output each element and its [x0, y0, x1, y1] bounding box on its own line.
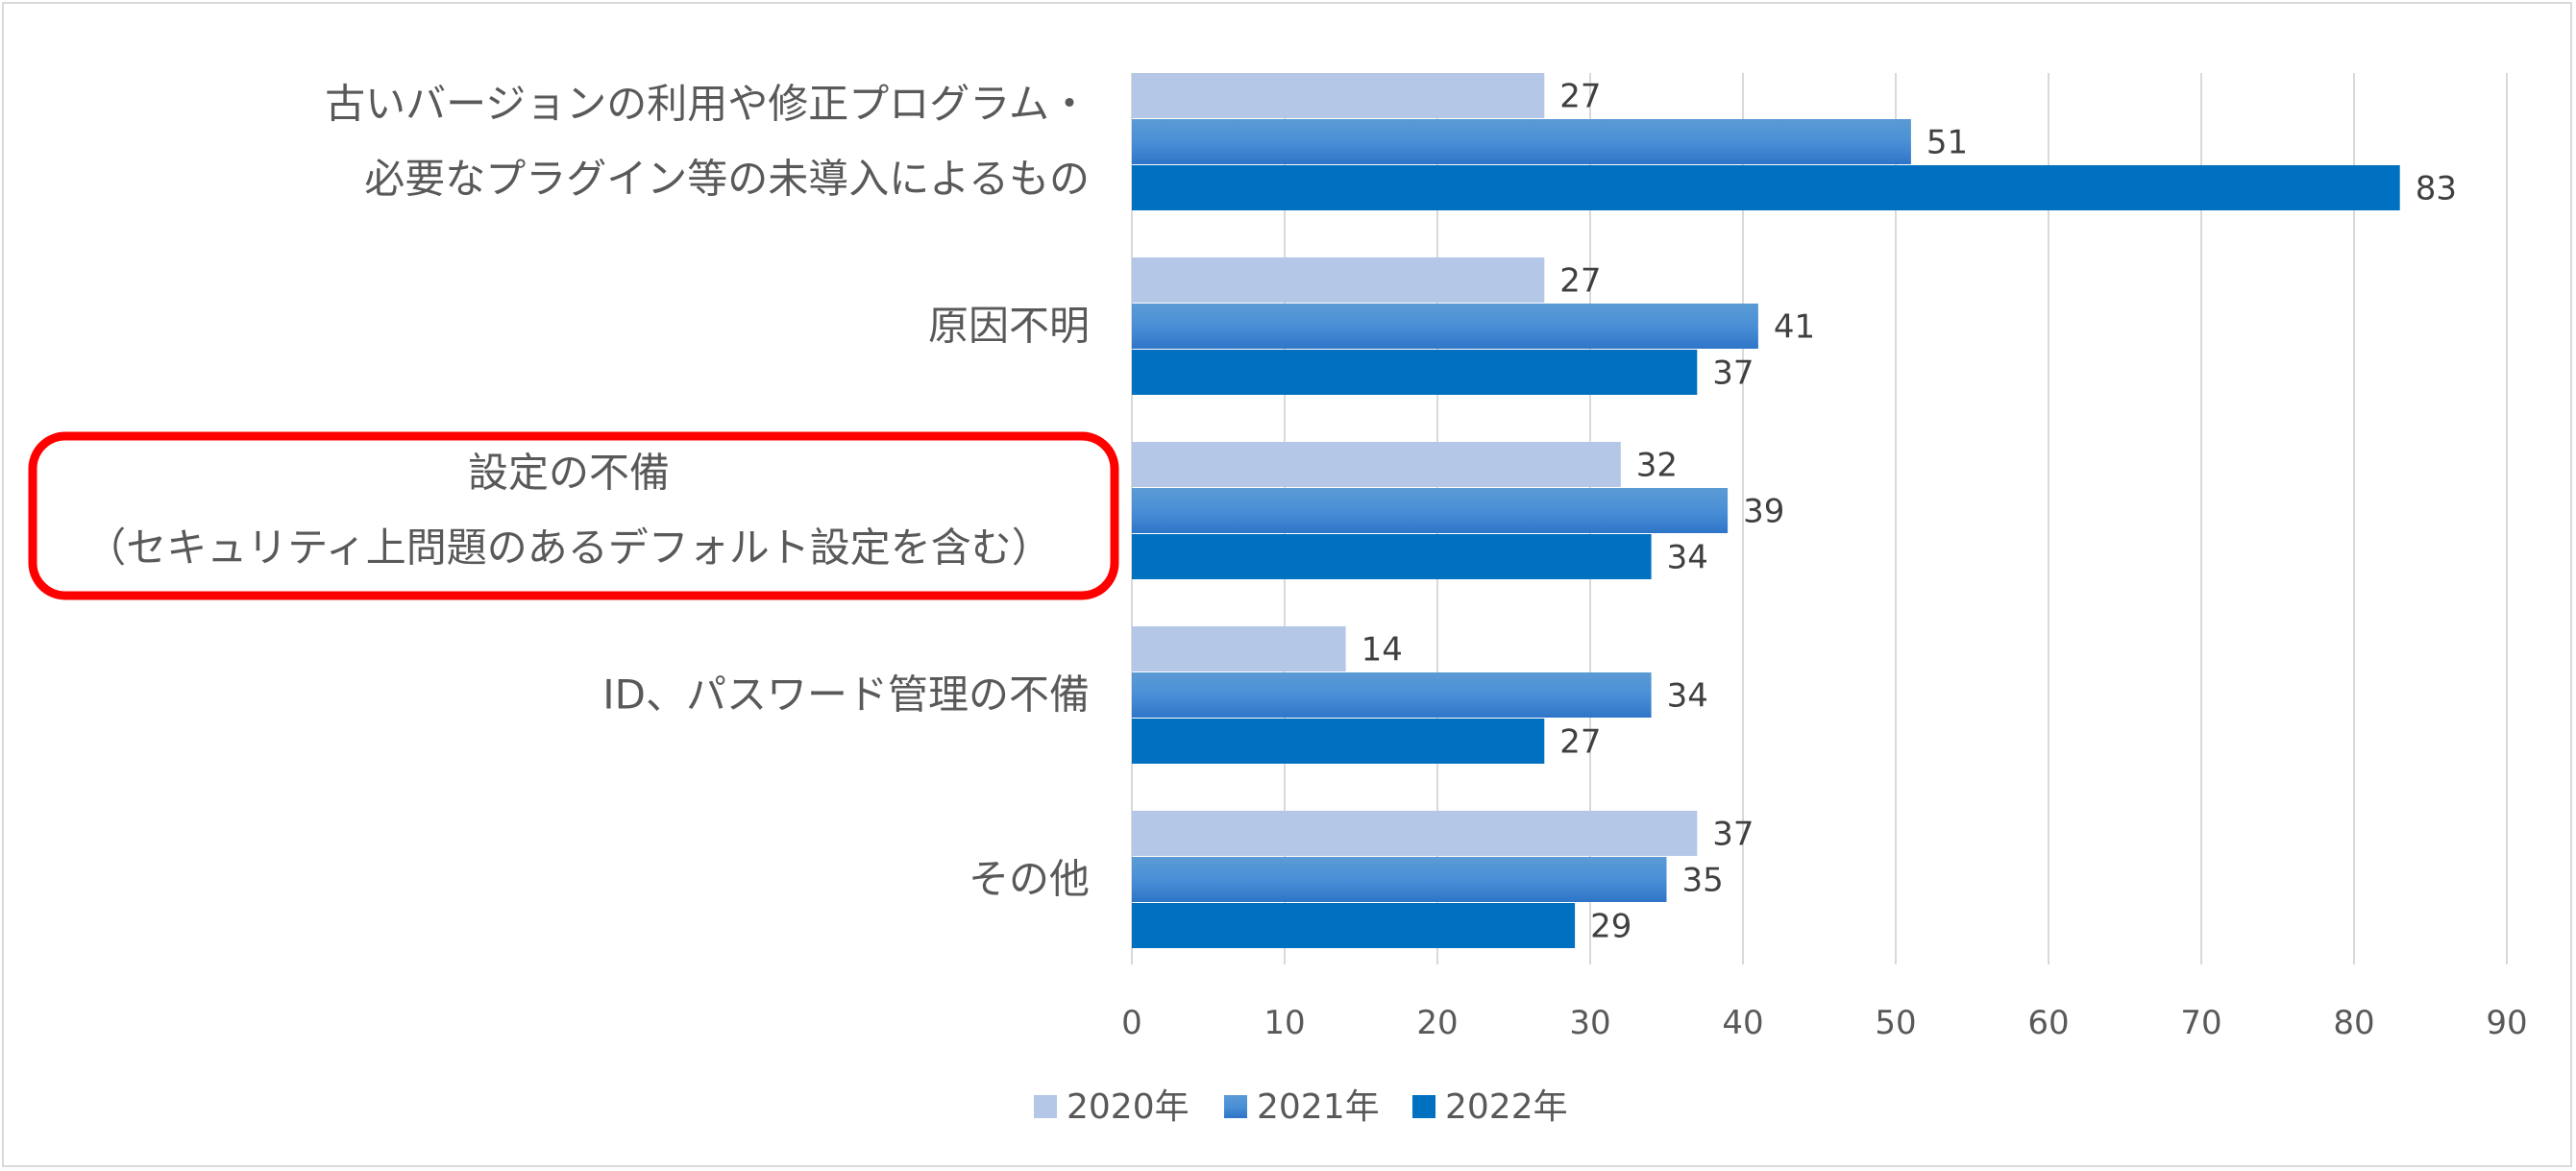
bars: [1132, 73, 2400, 948]
grid-lines: [1131, 73, 2508, 964]
bar: [1132, 672, 1652, 718]
legend-swatch: [1034, 1095, 1057, 1118]
legend-label: 2022年: [1445, 1087, 1568, 1127]
value-labels: 27 51 83 27 41 37 32 39 34 14 34 27 37 35 29: [1362, 78, 2457, 946]
category-labels: 古いバージョンの利用や修正プログラム・必要なプラグイン等の未導入によるもの原因不…: [86, 81, 1090, 903]
data-label: 34: [1667, 539, 1708, 577]
data-label: 32: [1636, 447, 1678, 485]
data-label: 34: [1667, 677, 1708, 716]
x-tick-label: 80: [2333, 1004, 2374, 1042]
data-label: 39: [1743, 493, 1784, 531]
bar: [1132, 165, 2400, 210]
category-label: （セキュリティ上問題のあるデフォルト設定を含む）: [86, 525, 1051, 572]
data-label: 29: [1590, 908, 1631, 946]
x-tick-label: 60: [2027, 1004, 2069, 1042]
category-label: 古いバージョンの利用や修正プログラム・: [325, 81, 1090, 128]
legend-label: 2020年: [1067, 1087, 1190, 1127]
x-tick-label: 10: [1263, 1004, 1305, 1042]
bar: [1132, 119, 1911, 164]
data-label: 37: [1712, 816, 1754, 854]
bar: [1132, 257, 1545, 303]
bar: [1132, 534, 1652, 579]
data-label: 27: [1559, 262, 1601, 301]
bar: [1132, 811, 1698, 856]
x-tick-label: 40: [1722, 1004, 1763, 1042]
data-label: 14: [1362, 631, 1403, 670]
data-label: 27: [1559, 78, 1601, 116]
bar: [1132, 719, 1545, 764]
x-tick-label: 70: [2180, 1004, 2221, 1042]
bar: [1132, 626, 1346, 671]
bar: [1132, 304, 1758, 349]
category-label: ID、パスワード管理の不備: [602, 671, 1090, 719]
x-tick-label: 50: [1875, 1004, 1916, 1042]
category-label: その他: [969, 856, 1090, 903]
data-label: 37: [1712, 354, 1754, 393]
legend-swatch: [1412, 1095, 1435, 1118]
x-tick-label: 20: [1416, 1004, 1458, 1042]
bar: [1132, 73, 1545, 118]
bar: [1132, 488, 1729, 533]
bar: [1132, 442, 1621, 487]
bar: [1132, 857, 1667, 902]
x-tick-label: 90: [2486, 1004, 2527, 1042]
highlight-box: [28, 431, 1119, 600]
legend-swatch: [1224, 1095, 1247, 1118]
x-tick-label: 0: [1121, 1004, 1142, 1042]
x-tick-label: 30: [1569, 1004, 1610, 1042]
legend: 2020年 2021年 2022年: [1034, 1087, 1568, 1127]
category-label: 設定の不備: [468, 450, 670, 497]
category-label: 必要なプラグイン等の未導入によるもの: [364, 156, 1090, 203]
category-label: 原因不明: [928, 303, 1090, 350]
data-label: 41: [1774, 308, 1815, 347]
bar: [1132, 903, 1576, 948]
data-label: 35: [1682, 862, 1724, 900]
legend-label: 2021年: [1257, 1087, 1380, 1127]
data-label: 83: [2416, 170, 2457, 208]
data-label: 27: [1559, 723, 1601, 762]
bar: [1132, 350, 1698, 395]
data-label: 51: [1926, 124, 1968, 162]
x-axis-ticks: 0 10 20 30 40 50 60 70 80 90: [1121, 1004, 2527, 1042]
bar-chart: 27 51 83 27 41 37 32 39 34 14 34 27 37 35 29 古いバージョンの利…: [28, 73, 2528, 1127]
